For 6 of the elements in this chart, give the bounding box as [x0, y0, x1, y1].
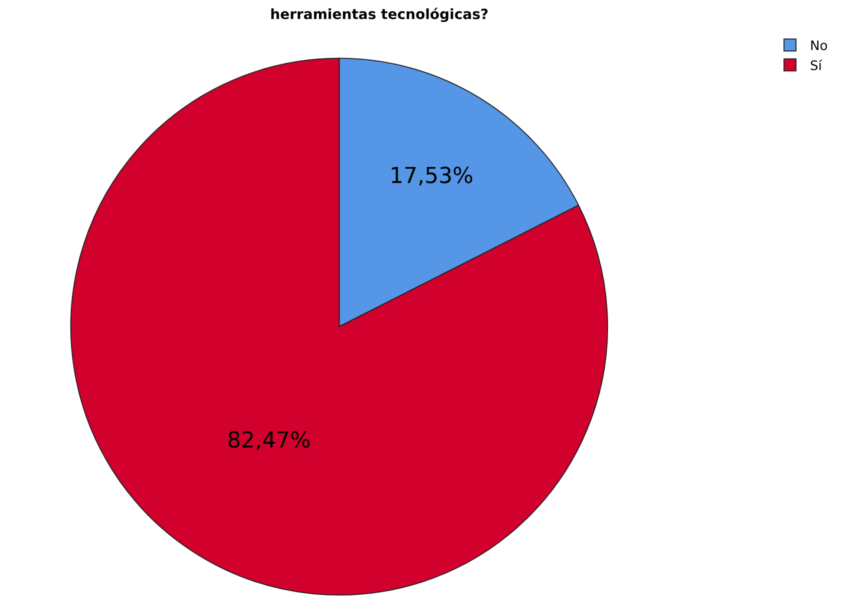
legend-label: Sí: [810, 58, 822, 74]
chart-title: herramientas tecnológicas?: [270, 6, 489, 23]
data-label: 17,53%: [389, 164, 474, 189]
data-label: 82,47%: [227, 428, 311, 454]
pie-slice: [70, 58, 608, 596]
legend-label: No: [810, 39, 828, 54]
